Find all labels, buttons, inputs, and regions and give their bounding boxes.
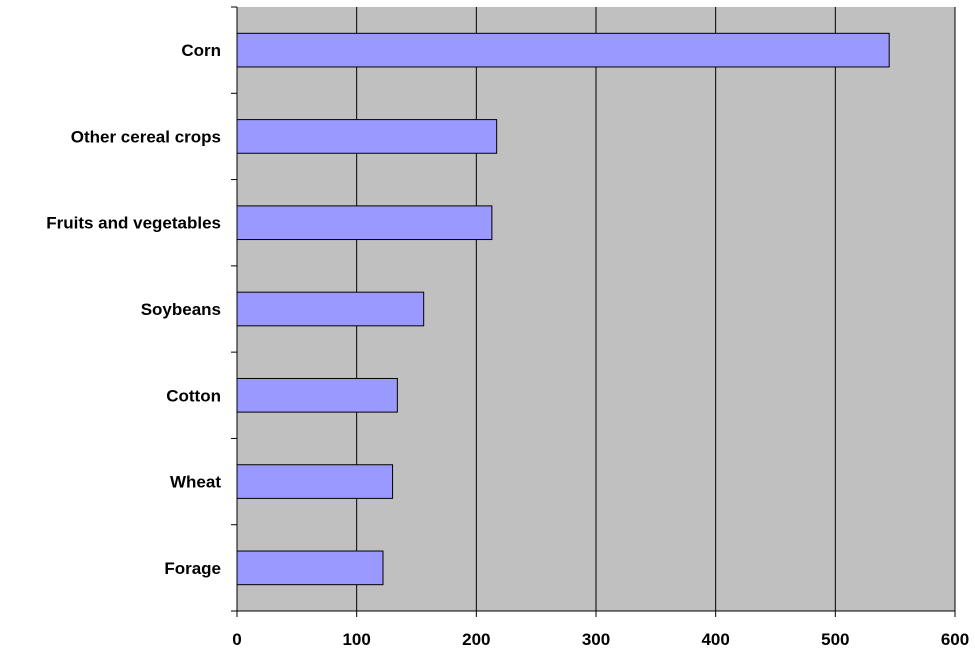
bar-cotton <box>236 377 398 413</box>
category-label: Corn <box>181 41 221 60</box>
axes <box>231 6 956 617</box>
x-tick-label: 100 <box>342 630 370 649</box>
x-tick-label: 0 <box>232 630 241 649</box>
category-label: Forage <box>164 559 221 578</box>
bar-fruits-and-vegetables <box>236 205 493 241</box>
tick-labels: 0 100 200 300 400 500 600 <box>232 630 969 649</box>
category-label: Cotton <box>166 386 221 405</box>
x-tick-label: 600 <box>941 630 969 649</box>
x-tick-label: 300 <box>582 630 610 649</box>
bar-other-cereal-crops <box>236 119 498 154</box>
bar-forage <box>236 550 384 586</box>
category-label: Wheat <box>170 473 221 492</box>
bar-corn <box>236 32 890 68</box>
category-label: Fruits and vegetables <box>46 214 221 233</box>
x-tick-label: 500 <box>821 630 849 649</box>
bar-soybeans <box>236 291 425 327</box>
bar-wheat <box>236 464 394 499</box>
x-tick-label: 400 <box>701 630 729 649</box>
category-label: Other cereal crops <box>71 127 221 146</box>
x-tick-label: 200 <box>462 630 490 649</box>
category-label: Soybeans <box>141 300 221 319</box>
gridlines <box>356 7 956 611</box>
bars <box>236 32 890 586</box>
category-labels: Corn Other cereal crops Fruits and vegetab… <box>46 41 221 578</box>
